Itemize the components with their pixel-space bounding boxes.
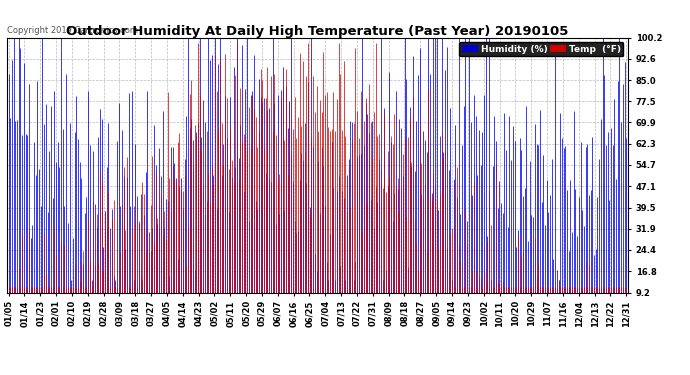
Title: Outdoor Humidity At Daily High Temperature (Past Year) 20190105: Outdoor Humidity At Daily High Temperatu…	[66, 24, 569, 38]
Text: Copyright 2019 Cartronics.com: Copyright 2019 Cartronics.com	[7, 26, 138, 35]
Legend: Humidity (%), Temp  (°F): Humidity (%), Temp (°F)	[460, 42, 623, 56]
